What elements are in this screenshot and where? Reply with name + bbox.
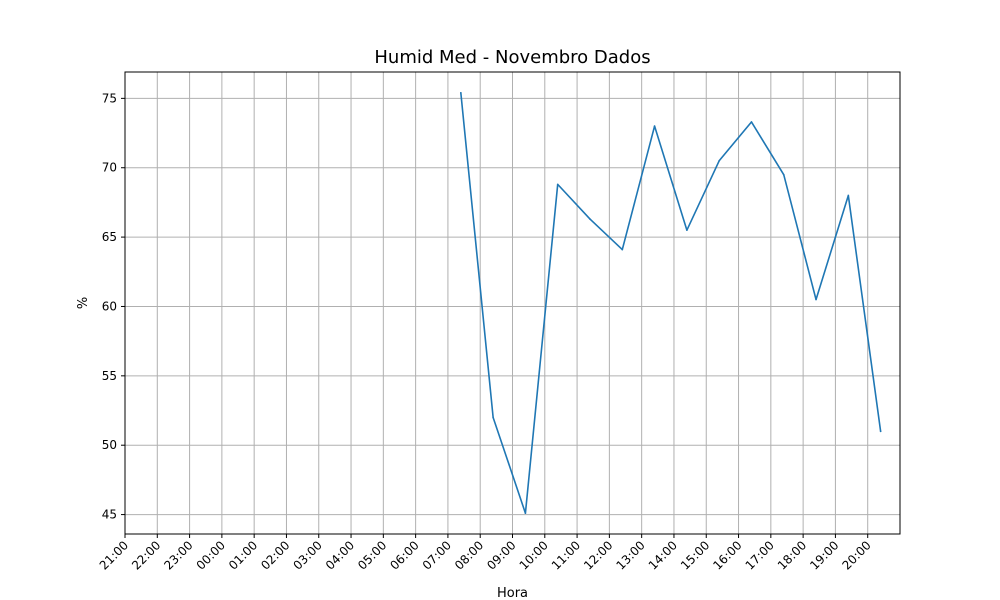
- y-axis-label: %: [76, 297, 91, 309]
- data-point: [589, 218, 591, 220]
- data-point: [718, 159, 720, 162]
- data-point: [653, 125, 656, 127]
- data-point: [460, 92, 462, 94]
- data-point: [556, 183, 559, 186]
- series-line: [460, 92, 882, 514]
- y-tick-label: 45: [102, 508, 117, 522]
- data-point: [847, 194, 850, 197]
- y-tick-label: 75: [102, 91, 117, 105]
- data-point: [879, 430, 882, 433]
- y-tick-label: 70: [102, 161, 117, 175]
- y-tick-label: 55: [102, 369, 117, 383]
- data-point: [686, 229, 688, 231]
- data-point: [782, 173, 785, 176]
- data-point: [492, 416, 494, 419]
- data-point: [750, 121, 753, 123]
- data-point: [524, 512, 527, 514]
- grid: [124, 72, 900, 534]
- chart-title: Humid Med - Novembro Dados: [374, 47, 650, 68]
- y-tick-label: 65: [102, 230, 117, 244]
- y-tick-label: 60: [102, 299, 117, 313]
- series-layer: [460, 92, 882, 514]
- data-point: [815, 298, 817, 301]
- x-axis-label: Hora: [497, 586, 528, 600]
- y-tick-label: 50: [102, 438, 117, 452]
- data-point: [621, 248, 624, 251]
